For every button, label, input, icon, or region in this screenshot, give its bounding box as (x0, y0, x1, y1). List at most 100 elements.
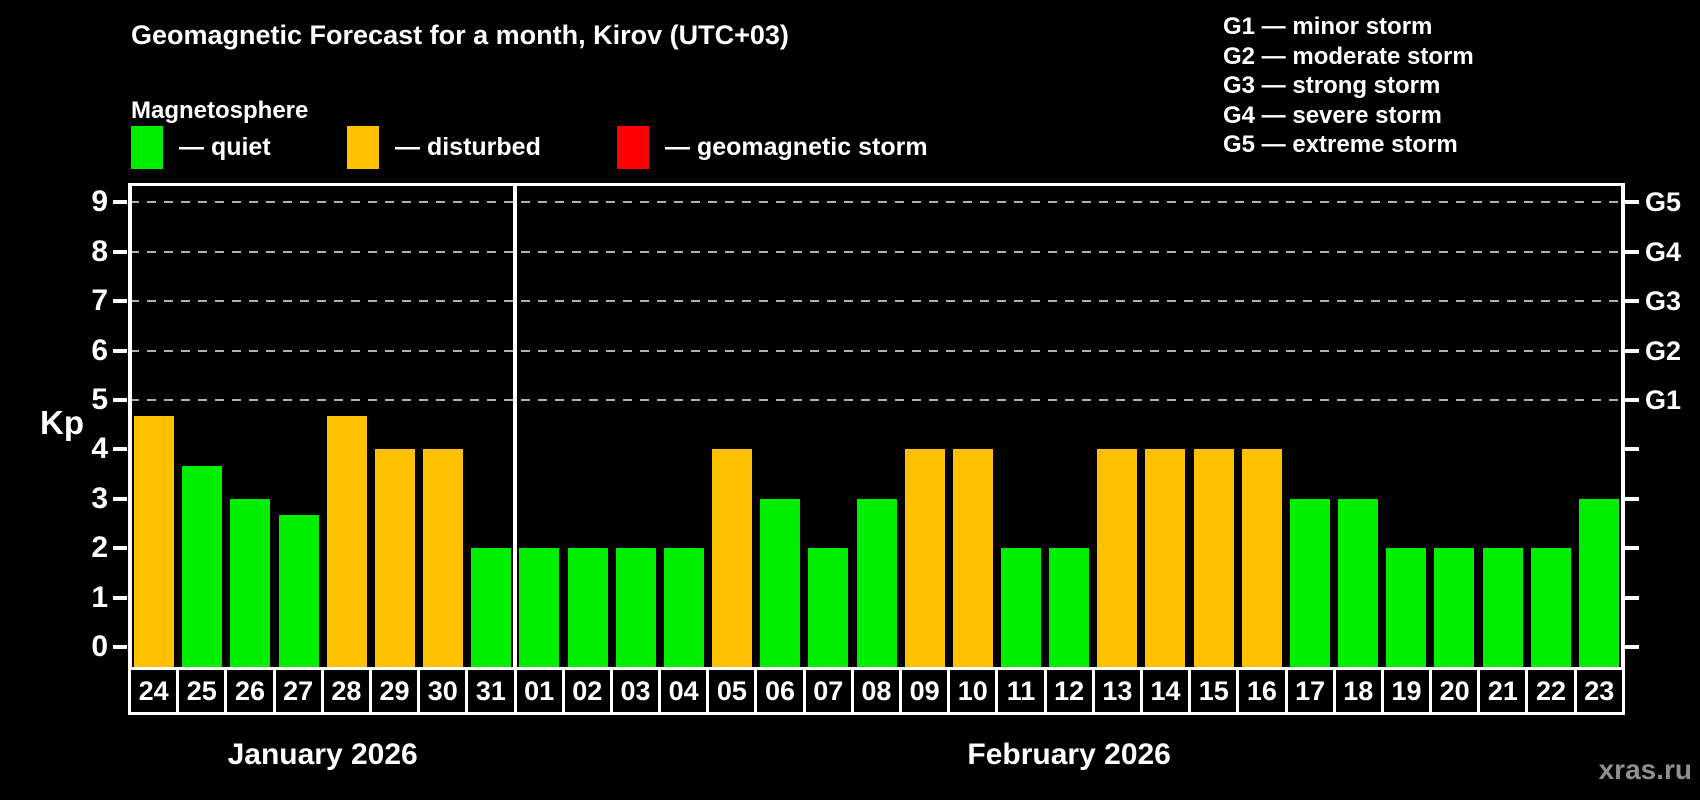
bar-day-03 (615, 548, 656, 667)
bar-day-21 (1482, 548, 1523, 667)
right-tick-5 (1625, 398, 1639, 402)
day-label-27: 27 (276, 670, 324, 712)
day-label-14: 14 (1143, 670, 1192, 712)
storm-scale-legend: G1 — minor storm G2 — moderate storm G3 — … (1223, 12, 1474, 160)
y-tick-label-3: 3 (91, 481, 108, 515)
bar-day-06 (760, 498, 801, 667)
bar-day-25 (182, 465, 223, 667)
day-label-05: 05 (709, 670, 758, 712)
legend-label-disturbed: — disturbed (395, 133, 541, 161)
y-axis-title: Kp (40, 404, 84, 441)
day-label-07: 07 (806, 670, 854, 712)
legend-item-storm: — geomagnetic storm (617, 126, 928, 169)
bar-day-30 (423, 449, 464, 667)
x-axis-day-labels: 24 25 26 27 28 29 30 31 01 02 03 04 05 06 07 08 09 10 11 12… (128, 667, 1625, 715)
right-axis-label-g5: G5 (1645, 187, 1682, 218)
y-tick-4 (113, 447, 127, 452)
day-label-02: 02 (565, 670, 613, 712)
day-label-13: 13 (1095, 670, 1143, 712)
storm-scale-line-4: G4 — severe storm (1223, 101, 1442, 129)
bar-day-02 (567, 548, 608, 667)
day-label-18: 18 (1336, 670, 1384, 712)
right-axis-label-g3: G3 (1645, 286, 1682, 317)
bar-day-27 (278, 515, 319, 667)
chart-subtitle: Magnetosphere (131, 97, 309, 124)
day-label-20: 20 (1432, 670, 1481, 712)
right-tick-6 (1625, 348, 1639, 353)
y-tick-0 (113, 645, 127, 649)
day-label-21: 21 (1480, 670, 1529, 712)
month-label-1: January 2026 (227, 738, 418, 771)
bar-day-17 (1289, 498, 1330, 667)
y-tick-label-6: 6 (91, 333, 108, 367)
day-label-17: 17 (1288, 670, 1336, 712)
legend-item-quiet: — quiet (131, 126, 271, 169)
storm-scale-line-2: G2 — moderate storm (1223, 42, 1474, 70)
bar-day-09 (904, 449, 945, 667)
bar-day-08 (856, 498, 897, 667)
month-label-2: February 2026 (967, 738, 1171, 771)
bar-day-26 (230, 498, 271, 667)
bar-day-18 (1338, 498, 1379, 667)
storm-scale-line-5: G5 — extreme storm (1223, 131, 1458, 159)
bar-day-29 (374, 449, 415, 667)
bar-day-15 (1193, 449, 1234, 667)
right-tick-9 (1625, 200, 1639, 205)
bar-day-12 (1049, 548, 1090, 667)
y-tick-1 (113, 595, 127, 600)
legend-label-quiet: — quiet (179, 133, 271, 161)
right-tick-7 (1625, 299, 1639, 304)
day-label-09: 09 (902, 670, 951, 712)
gridline-kp7 (130, 300, 1623, 303)
gridline-kp6 (130, 349, 1623, 352)
day-label-16: 16 (1239, 670, 1288, 712)
right-tick-1 (1625, 595, 1639, 600)
bar-day-20 (1434, 548, 1475, 667)
day-label-30: 30 (420, 670, 469, 712)
y-tick-label-4: 4 (91, 432, 108, 466)
legend-swatch-quiet (131, 126, 163, 169)
day-label-23: 23 (1584, 675, 1615, 706)
legend-item-disturbed: — disturbed (347, 126, 541, 169)
y-tick-label-0: 0 (91, 630, 108, 663)
storm-scale-line-3: G3 — strong storm (1223, 72, 1441, 100)
right-tick-2 (1625, 546, 1639, 551)
day-label-04: 04 (661, 670, 710, 712)
bar-day-05 (712, 449, 753, 667)
day-label-26: 26 (227, 670, 276, 712)
y-tick-5 (113, 398, 127, 402)
day-label-22: 22 (1528, 670, 1577, 712)
gridline-kp5 (130, 399, 1623, 401)
right-tick-0 (1625, 645, 1639, 649)
right-tick-3 (1625, 496, 1639, 501)
right-tick-4 (1625, 447, 1639, 452)
bar-day-23 (1578, 498, 1619, 667)
day-label-15: 15 (1191, 670, 1240, 712)
day-label-29: 29 (372, 670, 421, 712)
y-tick-2 (113, 546, 127, 551)
bar-day-16 (1241, 449, 1282, 667)
day-label-28: 28 (324, 670, 372, 712)
y-tick-label-8: 8 (91, 234, 108, 268)
legend-swatch-storm (617, 126, 649, 169)
y-axis-line (128, 183, 132, 667)
page-title: Geomagnetic Forecast for a month, Kirov … (131, 20, 789, 50)
gridline-kp9 (130, 201, 1623, 204)
chart-plot-area: 0 1 2 3 4 5 6 7 8 9 G1 G2 G3 G4 G5 (91, 183, 1681, 667)
right-axis-label-g1: G1 (1645, 385, 1682, 415)
y-tick-6 (113, 348, 127, 353)
day-label-25: 25 (179, 670, 228, 712)
day-label-11: 11 (998, 670, 1047, 712)
right-axis-label-g2: G2 (1645, 335, 1682, 366)
y-tick-3 (113, 496, 127, 501)
bar-day-01 (519, 548, 560, 667)
watermark: xras.ru (1598, 754, 1692, 785)
right-tick-8 (1625, 249, 1639, 254)
bar-day-19 (1386, 548, 1427, 667)
bar-day-11 (1000, 548, 1041, 667)
bar-day-31 (471, 548, 512, 667)
y-tick-label-5: 5 (91, 383, 108, 416)
gridline-kp8 (130, 250, 1623, 253)
day-label-19: 19 (1384, 670, 1433, 712)
